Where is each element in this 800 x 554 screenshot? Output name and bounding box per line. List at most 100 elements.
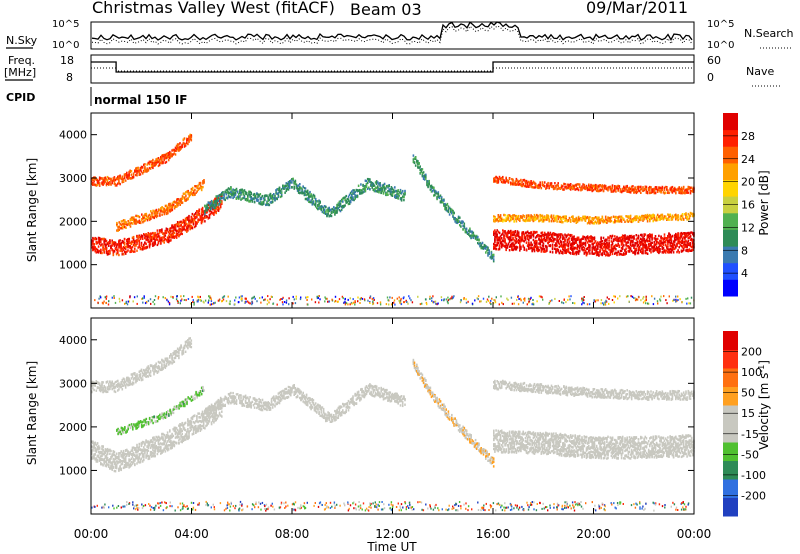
noise-left-tick-high: 10^5 [52, 19, 79, 30]
velocity-colorbar-seg-0 [723, 497, 738, 517]
power-colorbar-label: Power [dB] [757, 170, 771, 235]
velocity-colorbar-seg-4 [723, 423, 738, 443]
velocity-colorbar-seg-3 [723, 442, 738, 461]
noise-sky-line [91, 21, 693, 42]
velocity-colorbar-label-sup: -1 [757, 365, 766, 373]
nave-label: Nave [746, 65, 774, 78]
noise-right-tick-high: 10^5 [707, 19, 734, 30]
power-colorbar-seg-2 [723, 246, 738, 264]
power-feature-1 [91, 133, 193, 187]
power-feature-6 [493, 175, 695, 195]
power-colorbar-seg-7 [723, 162, 738, 180]
date-label: 09/Mar/2011 [586, 0, 688, 17]
velocity-colorbar-tick-3: 15 [741, 407, 755, 420]
velocity-ylabel: Slant Range [km] [25, 361, 39, 465]
velocity-colorbar-seg-9 [723, 331, 738, 350]
nave-line [91, 67, 694, 72]
velocity-colorbar-tick-6: -100 [741, 469, 766, 482]
power-colorbar-tick-4: 20 [741, 176, 755, 189]
xtick-2: 08:00 [275, 527, 310, 541]
noise-right-label: N.Search [744, 27, 794, 40]
velocity-colorbar-seg-2 [723, 460, 738, 480]
velocity-feature-5 [493, 429, 695, 460]
power-colorbar-seg-1 [723, 262, 738, 280]
power-data [91, 133, 695, 306]
xtick-0: 00:00 [74, 527, 109, 541]
power-ytick-1: 2000 [59, 215, 87, 228]
power-feature-7 [493, 211, 695, 225]
velocity-feature-3 [204, 383, 406, 423]
velocity-feature-2 [116, 385, 205, 436]
noise-right-tick-low: 10^0 [707, 40, 734, 51]
velocity-near-range-scatter [91, 500, 690, 512]
velocity-feature-0 [91, 396, 223, 473]
velocity-colorbar-seg-7 [723, 368, 738, 387]
freq-tick-low: 8 [66, 71, 73, 84]
velocity-ytick-2: 3000 [59, 377, 87, 390]
velocity-feature-4 [412, 358, 495, 468]
velocity-colorbar-tick-1: 100 [741, 366, 762, 379]
power-colorbar-seg-4 [723, 212, 738, 230]
velocity-panel: 1000 2000 3000 4000 00:00 04:00 08:00 12:00 16:… [25, 113, 771, 554]
freq-tick-high: 18 [60, 54, 74, 67]
power-panel: 1000 2000 3000 4000 Slant Range [km] 4 8 12 16… [25, 112, 771, 309]
xtick-5: 20:00 [576, 527, 611, 541]
freq-panel: Freq. [MHz] 18 8 60 0 Nave [4, 54, 780, 87]
power-colorbar-tick-1: 8 [741, 244, 748, 257]
power-colorbar-tick-2: 12 [741, 221, 755, 234]
power-ytick-0: 1000 [59, 259, 87, 272]
power-colorbar-tick-0: 4 [741, 267, 748, 280]
power-feature-5 [493, 229, 695, 257]
velocity-data [91, 337, 695, 512]
plot-title: Christmas Valley West (fitACF) [92, 0, 335, 17]
velocity-colorbar-seg-5 [723, 405, 738, 424]
power-feature-4 [412, 154, 495, 263]
velocity-feature-6 [493, 379, 695, 401]
power-colorbar-tick-3: 16 [741, 199, 755, 212]
power-colorbar-tick-5: 24 [741, 153, 755, 166]
freq-line [91, 61, 694, 73]
velocity-colorbar: 200 100 50 15 -15 -50 -100 -200 [723, 331, 766, 517]
beam-label: Beam 03 [350, 0, 422, 19]
velocity-colorbar-tick-7: -200 [741, 489, 766, 502]
nave-tick-high: 60 [707, 54, 721, 67]
power-ylabel: Slant Range [km] [25, 158, 39, 262]
power-colorbar-seg-0 [723, 279, 738, 297]
power-ytick-3: 4000 [59, 129, 87, 142]
power-colorbar-seg-3 [723, 229, 738, 247]
velocity-colorbar-seg-8 [723, 349, 738, 369]
freq-label-1: Freq. [8, 54, 35, 67]
power-colorbar-seg-9 [723, 129, 738, 147]
xtick-3: 12:00 [375, 527, 410, 541]
noise-left-tick-low: 10^0 [52, 40, 79, 51]
velocity-ytick-0: 1000 [59, 464, 87, 477]
velocity-colorbar-seg-1 [723, 479, 738, 498]
power-feature-0 [91, 194, 223, 257]
power-feature-3 [204, 177, 406, 218]
xtick-6: 00:00 [677, 527, 712, 541]
noise-left-label: N.Sky [6, 34, 38, 47]
velocity-feature-1 [91, 337, 193, 394]
power-colorbar-seg-8 [723, 146, 738, 164]
power-colorbar-seg-10 [723, 113, 738, 131]
velocity-colorbar-tick-5: -50 [741, 448, 759, 461]
velocity-colorbar-tick-2: 50 [741, 387, 755, 400]
velocity-colorbar-seg-6 [723, 386, 738, 406]
velocity-colorbar-tick-4: -15 [741, 428, 759, 441]
noise-search-line [91, 25, 693, 45]
cpid-text: normal 150 IF [94, 93, 188, 107]
power-ytick-2: 3000 [59, 172, 87, 185]
velocity-colorbar-label-end: ] [757, 360, 771, 365]
freq-label-2: [MHz] [4, 66, 36, 79]
power-near-range-scatter [94, 295, 695, 306]
velocity-ytick-1: 2000 [59, 421, 87, 434]
velocity-colorbar-label: Velocity [m s-1] [757, 360, 771, 450]
noise-panel: N.Sky 10^5 10^0 10^5 10^0 N.Search [6, 19, 794, 51]
velocity-colorbar-tick-0: 200 [741, 346, 762, 359]
xtick-1: 04:00 [174, 527, 209, 541]
cpid-label: CPID [6, 91, 35, 104]
velocity-ytick-3: 4000 [59, 334, 87, 347]
power-colorbar-tick-6: 28 [741, 130, 755, 143]
xtick-4: 16:00 [476, 527, 511, 541]
